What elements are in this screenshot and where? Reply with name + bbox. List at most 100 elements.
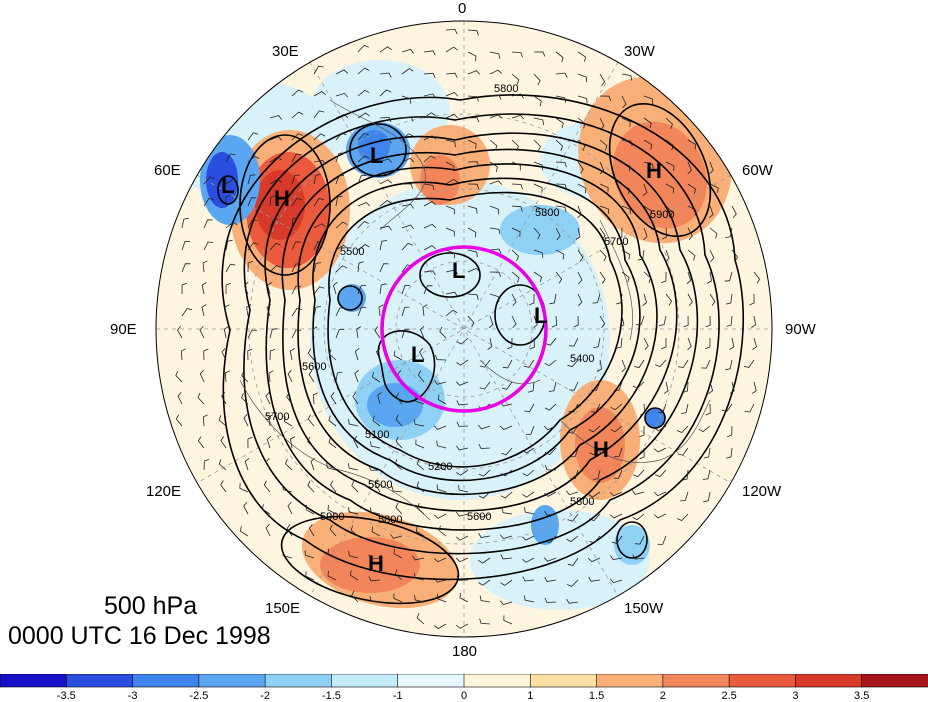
wind-barb	[653, 447, 667, 453]
wind-barb	[657, 535, 667, 545]
polar-map: 5800 5300 5500 5600 5700 5400 5200 5100 …	[110, 0, 817, 660]
wind-barb	[588, 425, 601, 433]
wind-barb	[577, 73, 587, 83]
wind-barb	[394, 459, 403, 471]
wind-barb	[247, 132, 259, 141]
wind-barb	[478, 532, 491, 538]
wind-barb	[401, 116, 414, 122]
wind-barb	[247, 260, 254, 273]
colorbar: -3.5 -3 -2.5 -2 -1.5 -1 0 1 1.5 2 2.5 3 3.5	[0, 674, 928, 702]
low-center: L	[452, 258, 465, 283]
wind-barb	[390, 533, 403, 539]
wind-barb	[489, 51, 501, 59]
wind-barb	[533, 51, 546, 57]
wind-barb	[467, 227, 477, 238]
wind-barb	[269, 242, 281, 251]
wind-barb	[439, 326, 447, 339]
wind-barb	[511, 205, 523, 212]
wind-barb	[589, 513, 601, 522]
wind-barb	[709, 227, 718, 239]
wind-barb	[568, 403, 579, 413]
wind-barb	[379, 72, 392, 78]
wind-barb	[726, 447, 733, 459]
wind-barb	[555, 117, 564, 129]
wind-barb	[422, 304, 428, 317]
wind-barb	[307, 436, 315, 449]
wind-barb	[436, 462, 447, 471]
wind-barb	[665, 249, 670, 263]
wind-barb	[677, 513, 689, 521]
coastlines	[239, 99, 711, 521]
wind-barb	[577, 139, 586, 151]
wind-barb	[477, 424, 491, 430]
wind-barb	[500, 579, 513, 586]
wind-barb	[643, 117, 652, 129]
pressure-centers: H H H H L L L L L	[221, 143, 662, 576]
wind-barb	[489, 114, 503, 119]
wind-barb	[244, 281, 249, 295]
wind-barb	[265, 392, 271, 405]
height-contours	[217, 94, 745, 605]
wind-barb	[269, 178, 282, 185]
wind-barb	[456, 421, 469, 427]
wind-barb	[307, 480, 315, 493]
wind-barb	[663, 381, 669, 394]
colorbar-box	[861, 674, 928, 688]
wind-barb	[327, 504, 337, 515]
wind-barb	[577, 205, 582, 219]
wind-barb	[377, 392, 382, 405]
wind-barb	[413, 419, 425, 427]
wind-barb	[599, 161, 605, 175]
wind-barb	[335, 307, 345, 317]
colorbar-tick-label: 1	[527, 690, 533, 702]
wind-barb	[726, 315, 733, 327]
wind-barb	[175, 414, 183, 427]
wind-barb	[395, 392, 403, 405]
wind-barb	[266, 435, 272, 449]
wind-barb	[724, 271, 733, 282]
wind-barb	[599, 227, 606, 240]
wind-barb	[544, 403, 557, 411]
wind-barb	[423, 72, 436, 78]
lon-label-90e: 90E	[110, 321, 137, 338]
wind-barb	[313, 262, 322, 273]
wind-barb	[391, 485, 403, 493]
wind-barb	[290, 436, 296, 449]
wind-barb	[687, 183, 696, 194]
wind-barb	[435, 354, 447, 361]
wind-barb	[642, 293, 648, 307]
wind-barb	[599, 249, 607, 262]
wind-barb	[335, 371, 343, 383]
wind-barb	[312, 392, 318, 405]
wind-barb	[566, 579, 579, 587]
wind-barb	[527, 381, 535, 393]
wind-barb	[181, 217, 189, 229]
wind-barb	[357, 44, 369, 53]
wind-barb	[708, 381, 714, 395]
wind-barb	[437, 394, 447, 405]
wind-barb	[524, 507, 535, 515]
wind-barb	[489, 248, 502, 254]
wind-barb	[597, 359, 603, 372]
wind-barb	[225, 178, 238, 185]
wind-barb	[643, 205, 652, 216]
wind-barb	[551, 315, 558, 328]
colorbar-tick-label: 0	[461, 690, 467, 702]
wind-barb	[243, 502, 249, 515]
wind-barb	[335, 175, 345, 185]
wind-barb	[401, 48, 415, 54]
wind-barb	[413, 573, 425, 581]
wind-barb	[434, 623, 447, 630]
wind-barb	[335, 329, 345, 339]
wind-barb	[445, 205, 455, 215]
wind-barb	[419, 325, 425, 339]
wind-barb	[417, 370, 425, 383]
wind-barb	[379, 89, 392, 97]
wind-barb	[313, 65, 324, 75]
wind-barb	[291, 111, 304, 119]
wind-barb	[591, 381, 601, 391]
wind-barb	[705, 315, 711, 328]
wind-barb	[436, 484, 447, 493]
wind-barb	[592, 293, 601, 304]
wind-barb	[220, 480, 227, 493]
